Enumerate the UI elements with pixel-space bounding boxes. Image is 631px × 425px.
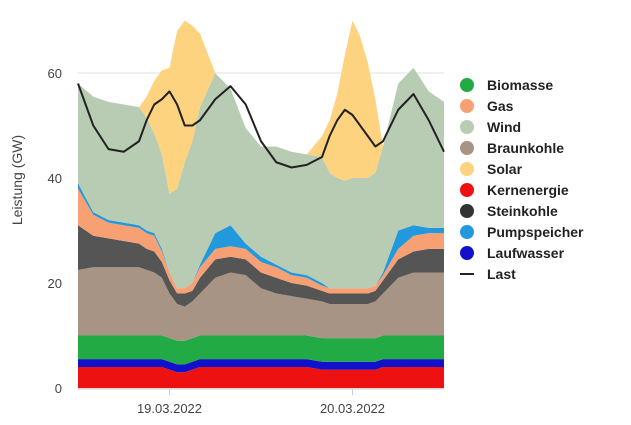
y-tick-60: 60 [48, 66, 62, 81]
legend-label-solar: Solar [487, 161, 523, 177]
area-laufwasser [78, 359, 444, 373]
y-tick-20: 20 [48, 276, 62, 291]
area-biomasse [78, 335, 444, 365]
legend-label-biomasse: Biomasse [487, 77, 553, 93]
line-last [77, 83, 445, 169]
area-braunkohle [78, 267, 444, 341]
legend-item-solar[interactable]: Solar [460, 161, 523, 177]
y-tick-40: 40 [48, 171, 62, 186]
legend-label-kernenergie: Kernenergie [487, 182, 569, 198]
area-steinkohle [78, 225, 444, 307]
legend-label-wind: Wind [487, 119, 521, 135]
legend-label-laufwasser: Laufwasser [487, 245, 565, 261]
y-axis: 0 20 40 60 [48, 66, 62, 396]
area-wind [78, 67, 444, 289]
legend-item-braunkohle[interactable]: Braunkohle [460, 140, 564, 156]
x-axis: 19.03.2022 20.03.2022 [78, 388, 444, 416]
legend-item-pumpspeicher[interactable]: Pumpspeicher [460, 224, 584, 240]
legend-label-last: Last [487, 266, 516, 282]
legend-item-kernenergie[interactable]: Kernenergie [460, 182, 569, 198]
legend-item-steinkohle[interactable]: Steinkohle [460, 203, 558, 219]
legend-label-pumpspeicher: Pumpspeicher [487, 224, 584, 240]
legend-swatch-laufwasser [460, 246, 474, 260]
legend-item-laufwasser[interactable]: Laufwasser [460, 245, 565, 261]
y-tick-0: 0 [55, 381, 62, 396]
legend-swatch-braunkohle [460, 141, 474, 155]
legend-label-steinkohle: Steinkohle [487, 203, 558, 219]
x-tick-label-1: 20.03.2022 [320, 401, 385, 416]
legend-swatch-pumpspeicher [460, 225, 474, 239]
legend-swatch-gas [460, 99, 474, 113]
legend-swatch-wind [460, 120, 474, 134]
legend-item-wind[interactable]: Wind [460, 119, 521, 135]
legend-label-braunkohle: Braunkohle [487, 140, 564, 156]
legend-swatch-steinkohle [460, 204, 474, 218]
stacked-areas [78, 20, 444, 388]
area-solar [78, 20, 444, 194]
load-line-group [77, 83, 445, 169]
legend: Biomasse Gas Wind Braunkohle Solar Kernenergi… [460, 77, 584, 282]
legend-item-biomasse[interactable]: Biomasse [460, 77, 553, 93]
area-kernenergie [78, 367, 444, 388]
legend-label-gas: Gas [487, 98, 514, 114]
legend-swatch-biomasse [460, 78, 474, 92]
legend-swatch-kernenergie [460, 183, 474, 197]
area-gas [78, 188, 444, 294]
legend-swatch-solar [460, 162, 474, 176]
y-axis-label: Leistung (GW) [9, 135, 25, 225]
legend-item-last[interactable]: Last [460, 266, 516, 282]
x-tick-label-0: 19.03.2022 [137, 401, 202, 416]
legend-item-gas[interactable]: Gas [460, 98, 514, 114]
